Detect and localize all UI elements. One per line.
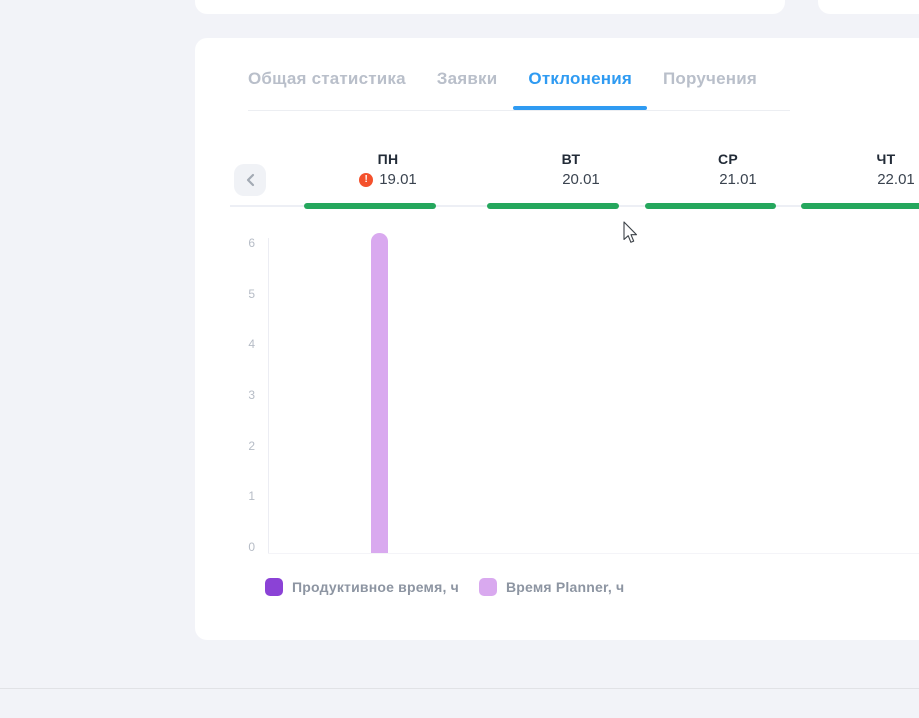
day-date: 21.01 (719, 171, 757, 188)
day-status-bar (801, 203, 919, 209)
warning-icon: ! (359, 173, 374, 187)
day-date: 19.01 (379, 171, 417, 188)
y-axis-tick-label: 6 (248, 236, 255, 250)
legend-item-productive-time[interactable]: Продуктивное время, ч (265, 578, 459, 596)
day-name: ВТ (561, 151, 581, 167)
y-axis-tick-label: 1 (248, 489, 255, 504)
y-axis-tick-label: 5 (248, 286, 255, 301)
page-section-divider (0, 688, 919, 689)
legend-label: Продуктивное время, ч (292, 579, 459, 595)
chart-plot-area (195, 38, 919, 640)
legend-swatch-planner-icon (478, 578, 497, 596)
statistics-card: Общая статистика Заявки Отклонения Поруч… (195, 38, 919, 640)
legend-label: Время Planner, ч (505, 579, 625, 595)
top-card-fragment-left (195, 0, 785, 14)
day-column-thu[interactable]: ЧТ ! 22.01 (811, 150, 919, 189)
day-name: СР (717, 151, 739, 167)
legend-swatch-productive-icon (265, 578, 283, 596)
legend-item-planner-time[interactable]: Время Planner, ч (478, 578, 625, 596)
y-axis-tick-label: 3 (248, 388, 255, 402)
y-axis-tick-label: 0 (248, 540, 255, 554)
y-axis-line (268, 238, 269, 553)
tab-assignments[interactable]: Поручения (663, 69, 757, 88)
chart-bar-planner[interactable] (371, 232, 388, 553)
tab-general-statistics[interactable]: Общая статистика (248, 69, 406, 88)
y-axis-tick-label: 2 (248, 438, 255, 453)
day-column-mon[interactable]: ПН ! 19.01 (313, 150, 463, 189)
tab-bar: Общая статистика Заявки Отклонения Поруч… (248, 68, 757, 110)
day-date: 20.01 (562, 171, 600, 188)
day-status-bar (487, 203, 619, 209)
chevron-left-icon (246, 173, 255, 187)
tab-requests[interactable]: Заявки (436, 69, 498, 88)
day-name: ЧТ (876, 151, 896, 167)
top-card-fragment-right (818, 0, 919, 14)
prev-week-button[interactable] (234, 164, 266, 196)
y-axis-tick-label: 4 (248, 337, 255, 352)
day-date: 22.01 (877, 171, 915, 188)
day-status-bar (304, 203, 436, 209)
day-status-bar (645, 203, 776, 209)
day-column-wed[interactable]: СР ! 21.01 (653, 150, 803, 189)
day-column-tue[interactable]: ВТ ! 20.01 (496, 150, 646, 189)
chart-legend: Продуктивное время, ч Время Planner, ч (265, 578, 624, 596)
tab-deviations[interactable]: Отклонения (513, 69, 647, 110)
tabs-divider (248, 110, 790, 111)
x-axis-line (268, 553, 919, 554)
day-name: ПН (377, 151, 399, 167)
